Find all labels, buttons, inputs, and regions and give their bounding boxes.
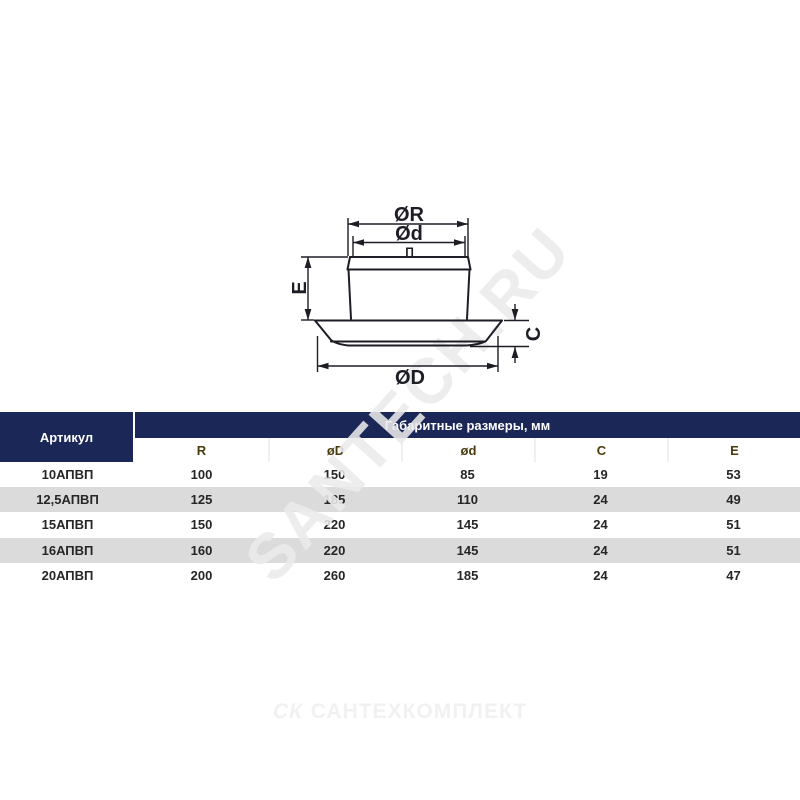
value-cell: 19 bbox=[593, 467, 608, 483]
value-cell: 185 bbox=[456, 567, 479, 583]
value-cell: 85 bbox=[460, 467, 475, 483]
knob-symbol: П bbox=[405, 245, 414, 259]
column-header-2: øD bbox=[268, 438, 401, 462]
value-cell: 110 bbox=[401, 487, 534, 513]
value-cell: 220 bbox=[268, 537, 401, 563]
value-cell: 100 bbox=[190, 467, 213, 483]
article-cell: 12,5АПВП bbox=[0, 487, 135, 513]
value-cell: 24 bbox=[593, 517, 608, 533]
column-header-4: C bbox=[534, 438, 667, 462]
article-cell: 15АПВП bbox=[41, 517, 94, 533]
dimension-arrows bbox=[304, 220, 519, 370]
value-cell: 145 bbox=[456, 517, 479, 533]
value-cell: 51 bbox=[726, 517, 741, 533]
column-header-3: ød bbox=[401, 438, 534, 462]
column-header-5: E bbox=[667, 438, 800, 462]
article-cell: 10АПВП bbox=[41, 467, 94, 483]
value-cell: 220 bbox=[323, 517, 346, 533]
dim-label-height: E bbox=[289, 281, 311, 294]
value-cell: 53 bbox=[726, 467, 741, 483]
dim-label-flange-height: C bbox=[523, 327, 545, 341]
column-header-1: R bbox=[135, 438, 268, 462]
value-cell: 200 bbox=[190, 567, 213, 583]
dim-label-bottom-diameter: ØD bbox=[395, 367, 425, 389]
value-cell: 51 bbox=[667, 537, 800, 563]
article-cell: 20АПВП bbox=[41, 567, 94, 583]
value-cell: 150 bbox=[323, 467, 346, 483]
value-cell: 24 bbox=[534, 487, 667, 513]
value-cell: 185 bbox=[268, 487, 401, 513]
dimensions-group-header: Габаритные размеры, мм bbox=[135, 412, 800, 438]
value-cell: 160 bbox=[135, 537, 268, 563]
diffuser-outline bbox=[314, 256, 503, 347]
value-cell: 49 bbox=[667, 487, 800, 513]
dim-label-duct-diameter: Ød bbox=[395, 223, 423, 245]
value-cell: 145 bbox=[401, 537, 534, 563]
value-cell: 24 bbox=[593, 567, 608, 583]
dim-label-outer-diameter: ØR bbox=[394, 204, 425, 226]
value-cell: 47 bbox=[726, 567, 741, 583]
value-cell: 24 bbox=[534, 537, 667, 563]
value-cell: 260 bbox=[323, 567, 346, 583]
brand-name: САНТЕХКОМПЛЕКТ bbox=[310, 700, 528, 723]
footer-brand: СК САНТЕХКОМПЛЕКТ bbox=[0, 700, 800, 724]
value-cell: 125 bbox=[135, 487, 268, 513]
article-cell: 16АПВП bbox=[0, 537, 135, 563]
value-cell: 150 bbox=[190, 517, 213, 533]
article-column-header: Артикул bbox=[0, 412, 135, 462]
